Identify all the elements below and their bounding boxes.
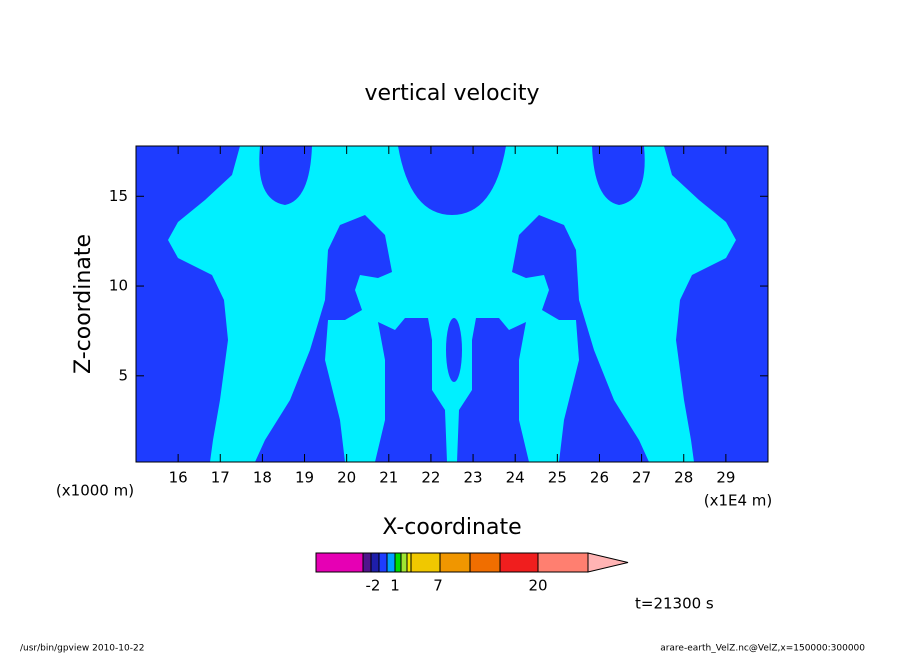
footer-right: arare-earth_VelZ.nc@VelZ,x=150000:300000 [660,644,865,654]
colorbar-box [386,552,396,573]
contour-region [375,318,447,462]
contour-region [259,146,312,205]
chart-title: vertical velocity [364,81,539,106]
plot-frame [135,145,769,463]
colorbar-box [499,552,539,573]
x-unit-label: (x1E4 m) [704,492,773,510]
contour-region [398,146,506,215]
x-tick-label: 28 [674,469,693,487]
footer-left: /usr/bin/gpview 2010-10-22 [20,644,144,654]
colorbar-extension [587,552,629,573]
colorbar-box [370,552,380,573]
contour-region [255,215,392,462]
colorbar-tick-label: -2 [366,577,381,595]
y-axis-label: Z-coordinate [71,234,96,374]
y-tick-label: 5 [118,366,128,384]
colorbar-box [362,552,372,573]
x-tick-label: 20 [337,469,356,487]
x-tick-label: 25 [548,469,567,487]
y-unit-label: (x1000 m) [56,482,134,500]
colorbar-tick-label: 7 [433,577,443,595]
contour-half [457,146,649,462]
y-tick-label: 15 [109,187,128,205]
x-tick-label: 21 [379,469,398,487]
x-tick-label: 29 [716,469,735,487]
x-tick-label: 27 [632,469,651,487]
colorbar-tick-label: 20 [528,577,547,595]
x-tick-label: 16 [169,469,188,487]
contour-region [457,318,529,462]
contour-half [255,146,447,462]
x-tick-label: 24 [506,469,525,487]
colorbar-tick-label: 1 [390,577,400,595]
contour-region [592,146,645,205]
x-tick-label: 22 [421,469,440,487]
time-label: t=21300 s [635,595,714,613]
x-tick-label: 26 [590,469,609,487]
x-tick-label: 19 [295,469,314,487]
contour-region [512,215,649,462]
contour-region [446,318,462,382]
colorbar: -2 1 7 20 [315,552,629,595]
x-tick-label: 18 [253,469,272,487]
colorbar-box [439,552,471,573]
x-tick-label: 17 [211,469,230,487]
contour-field [136,146,768,462]
colorbar-box [537,552,589,573]
colorbar-box [469,552,501,573]
y-tick-label: 10 [109,277,128,295]
colorbar-box [378,552,388,573]
colorbar-box [406,552,412,573]
colorbar-box [400,552,408,573]
colorbar-box [394,552,402,573]
x-tick-label: 23 [464,469,483,487]
colorbar-box [315,552,364,573]
x-axis-label: X-coordinate [382,515,521,540]
colorbar-box [410,552,441,573]
